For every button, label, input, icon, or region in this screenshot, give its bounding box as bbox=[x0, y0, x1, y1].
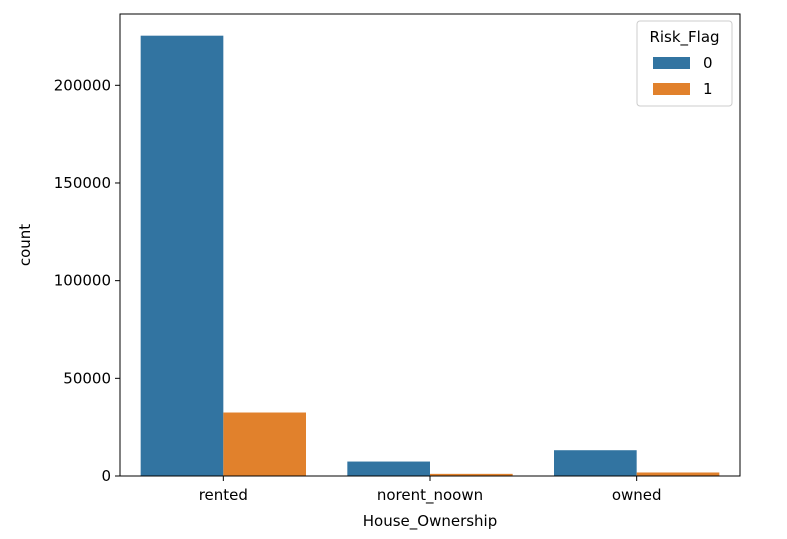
x-tick-label: norent_noown bbox=[377, 486, 483, 505]
y-axis-label: count bbox=[16, 224, 34, 266]
legend-swatch-0 bbox=[653, 57, 690, 69]
x-tick-label: owned bbox=[612, 486, 662, 504]
legend-swatch-1 bbox=[653, 83, 690, 95]
bar-rented-series-1 bbox=[223, 412, 306, 476]
bar-norent_noown-series-0 bbox=[347, 461, 430, 476]
plot-area bbox=[140, 35, 720, 477]
y-tick-label: 100000 bbox=[54, 272, 111, 290]
legend-title: Risk_Flag bbox=[649, 28, 719, 47]
x-tick-label: rented bbox=[199, 486, 248, 504]
legend: Risk_Flag 0 1 bbox=[636, 20, 733, 107]
y-tick-label: 200000 bbox=[54, 76, 111, 94]
y-tick-label: 0 bbox=[101, 467, 111, 485]
x-axis-label: House_Ownership bbox=[363, 512, 498, 531]
y-axis: 0 50000 100000 150000 200000 bbox=[54, 76, 120, 485]
x-axis: rented norent_noown owned bbox=[199, 476, 662, 505]
y-tick-label: 50000 bbox=[63, 369, 111, 387]
plot-frame bbox=[119, 13, 741, 477]
legend-label-0: 0 bbox=[703, 54, 713, 72]
legend-label-1: 1 bbox=[703, 80, 713, 98]
bar-rented-series-0 bbox=[140, 35, 224, 477]
y-tick-label: 150000 bbox=[54, 174, 111, 192]
bar-owned-series-1 bbox=[636, 472, 720, 476]
bar-norent_noown-series-1 bbox=[430, 473, 513, 476]
bar-owned-series-0 bbox=[554, 450, 637, 476]
